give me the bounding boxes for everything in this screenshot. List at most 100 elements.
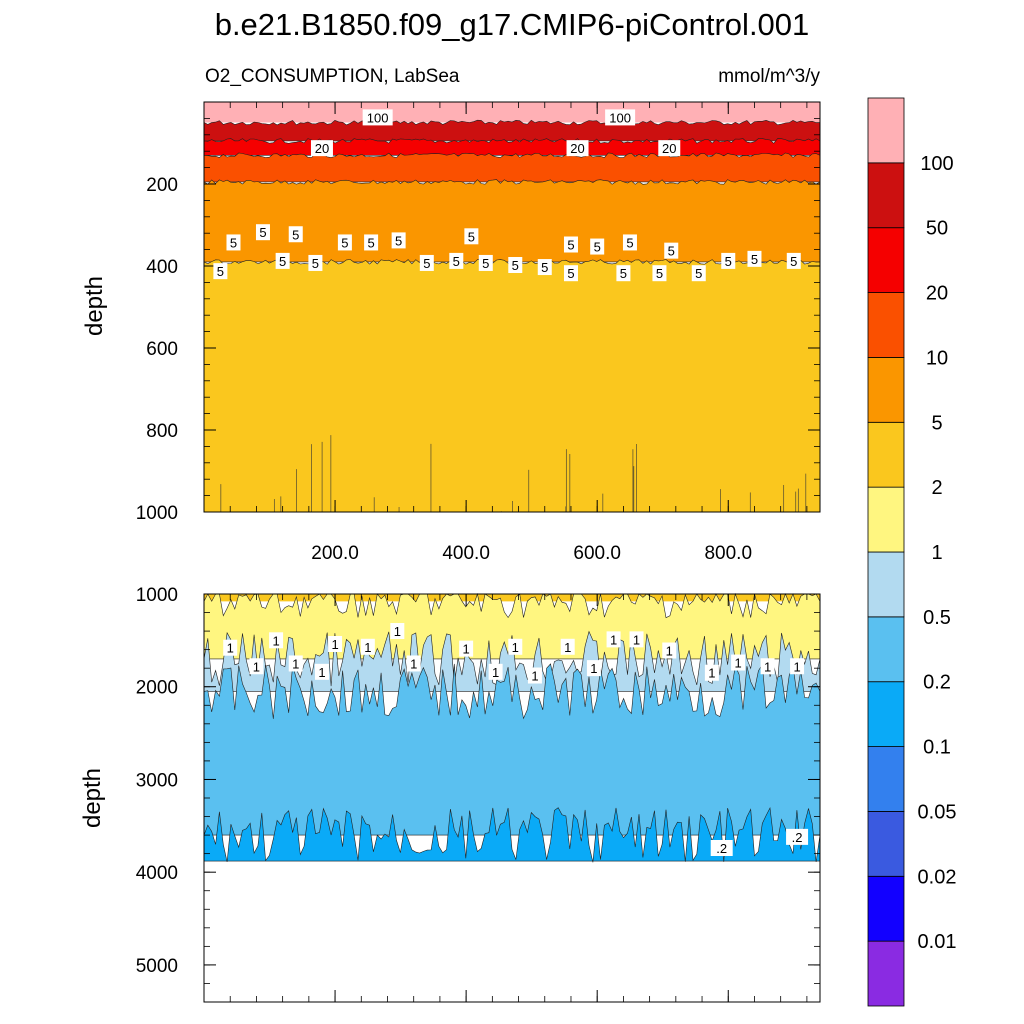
contour-label: 1 xyxy=(331,637,338,652)
colorbar-label: 0.05 xyxy=(918,801,957,823)
x-tick-label: 600.0 xyxy=(573,543,621,564)
colorbar-swatch xyxy=(867,357,905,423)
upper-depth-panel: 200 400 600 800 1000 200.0 400.0 600.0 800.0 100 1… xyxy=(136,101,821,564)
contour-label: 5 xyxy=(468,229,475,244)
contour-label: 20 xyxy=(662,141,676,156)
contour-label-box xyxy=(658,140,681,157)
contour-label-box xyxy=(406,655,421,672)
contour-label-box xyxy=(606,631,621,648)
contour-label-box xyxy=(760,658,775,675)
contour-label-box xyxy=(590,238,605,255)
contour-label-box xyxy=(255,224,270,241)
contour-label-box xyxy=(527,667,542,684)
contour-label: 5 xyxy=(567,238,574,253)
contour-label-box xyxy=(747,250,762,267)
contour-label-box xyxy=(664,242,679,259)
contour-label: 1 xyxy=(512,640,519,655)
y-tick-label: 2000 xyxy=(136,678,178,699)
contour-label: 1 xyxy=(708,666,715,681)
contour-label: 5 xyxy=(512,258,519,273)
contour-label: 100 xyxy=(609,110,631,125)
contour-label-box xyxy=(478,254,493,271)
contour-band xyxy=(203,119,821,142)
contour-label: 5 xyxy=(312,256,319,271)
contour-label-box xyxy=(488,663,503,680)
contour-label-box xyxy=(616,265,631,282)
contour-label: 5 xyxy=(725,254,732,269)
contour-label: 1 xyxy=(734,656,741,671)
contour-label-box xyxy=(449,252,464,269)
colorbar-swatch xyxy=(867,681,905,747)
contour-label-box xyxy=(790,658,805,675)
colorbar-swatch xyxy=(867,421,905,488)
colorbar-swatch xyxy=(867,940,905,1007)
x-tick-label: 200.0 xyxy=(311,543,359,564)
colorbar-label: 0.1 xyxy=(923,737,951,759)
contour-label-box xyxy=(390,623,405,640)
contour-band xyxy=(203,179,821,263)
y-tick-label: 600 xyxy=(146,339,178,360)
contour-label-box xyxy=(537,259,552,276)
contour-label-box xyxy=(226,234,241,251)
contour-label: 5 xyxy=(594,240,601,255)
contour-label: 1 xyxy=(590,661,597,676)
contour-label-box xyxy=(508,257,523,273)
contour-label-box xyxy=(652,265,667,282)
contour-label: 5 xyxy=(259,225,266,240)
contour-label: .2 xyxy=(716,841,727,856)
contour-label: 5 xyxy=(790,254,797,269)
colorbar-label: 10 xyxy=(926,347,948,369)
contour-label: 5 xyxy=(668,244,675,259)
contour-label-box xyxy=(213,263,228,280)
contour-label-box xyxy=(662,642,677,659)
contour-label-box xyxy=(691,265,706,282)
contour-label: 1 xyxy=(318,665,325,680)
chart-title: b.e21.B1850.f09_g17.CMIP6-piControl.001 xyxy=(215,7,810,42)
contour-label: 5 xyxy=(626,235,633,250)
contour-label-box xyxy=(391,232,406,249)
x-tick-label: 800.0 xyxy=(704,543,752,564)
contour-label: 1 xyxy=(292,656,299,671)
contour-label-box xyxy=(622,234,637,251)
contour-band xyxy=(204,102,820,123)
contour-label: 5 xyxy=(395,233,402,248)
colorbar-swatch xyxy=(867,162,905,229)
colorbar-label: 0.5 xyxy=(923,607,951,629)
colorbar-label: 20 xyxy=(926,283,948,305)
contour-band xyxy=(203,152,821,183)
contour-label: 5 xyxy=(656,266,663,281)
y-tick-label: 1000 xyxy=(136,585,178,606)
contour-label-box xyxy=(563,236,578,253)
contour-label-box xyxy=(288,226,303,243)
contour-label-box xyxy=(786,252,801,269)
colorbar-swatch xyxy=(867,486,905,553)
contour-label: 1 xyxy=(253,659,260,674)
contour-label: .2 xyxy=(792,830,803,845)
y-tick-label: 5000 xyxy=(136,956,178,977)
y-tick-label: 400 xyxy=(146,257,178,278)
contour-label: 5 xyxy=(423,256,430,271)
contour-label-box xyxy=(419,254,434,271)
contour-label-box xyxy=(310,140,333,157)
variable-label: O2_CONSUMPTION, LabSea xyxy=(205,66,460,87)
contour-label-box xyxy=(459,640,474,657)
contour-label: 5 xyxy=(482,256,489,271)
contour-label-box xyxy=(605,109,636,126)
colorbar-swatch xyxy=(867,97,905,164)
colorbar-label: 0.02 xyxy=(918,866,957,888)
contour-label-box xyxy=(586,660,601,677)
contour-band xyxy=(203,663,821,836)
contour-label-box xyxy=(269,632,284,649)
contour-label: 1 xyxy=(793,659,800,674)
colorbar-swatch xyxy=(867,811,905,877)
units-label: mmol/m^3/y xyxy=(718,66,820,87)
contour-label: 5 xyxy=(292,227,299,242)
lower-ylabel: depth xyxy=(79,768,106,828)
contour-label-box xyxy=(288,655,303,672)
contour-label-box xyxy=(786,828,809,845)
contour-label-box xyxy=(563,265,578,282)
upper-ylabel: depth xyxy=(81,276,108,336)
contour-label-box xyxy=(249,658,264,675)
y-tick-label: 3000 xyxy=(136,770,178,791)
